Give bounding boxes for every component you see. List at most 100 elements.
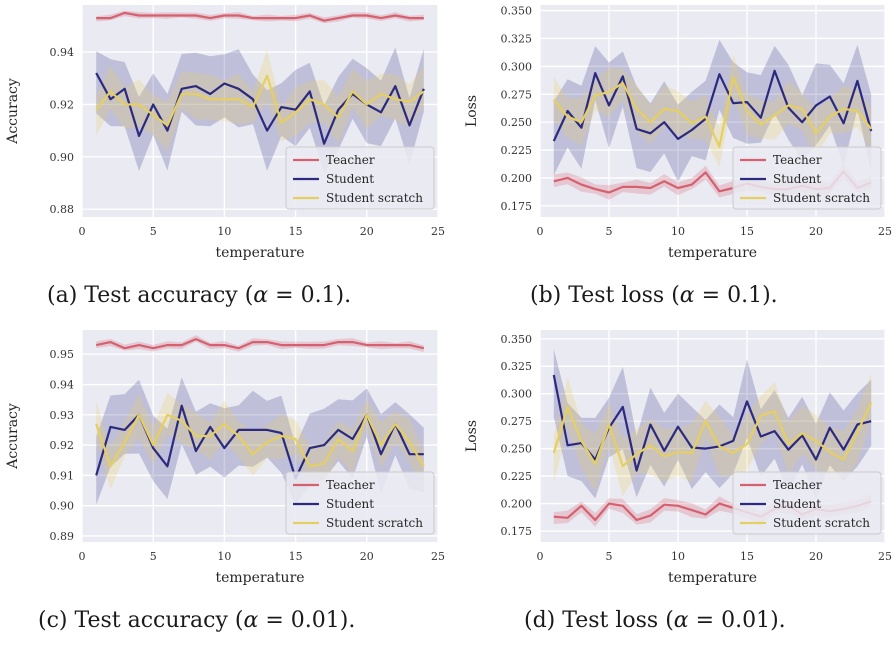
x-tick-label: 5 xyxy=(150,550,157,563)
line-teacher xyxy=(96,11,424,22)
caption-alpha-symbol: α xyxy=(243,608,265,633)
x-tick-label: 15 xyxy=(289,225,303,238)
legend-label: Teacher xyxy=(773,153,822,167)
line-student-scratch xyxy=(552,76,873,148)
band-teacher xyxy=(96,10,424,24)
line-student-scratch xyxy=(552,402,873,468)
caption-alpha-symbol: α xyxy=(253,283,275,308)
caption-prefix: (c) Test accuracy ( xyxy=(38,608,243,633)
x-tick-label: 10 xyxy=(671,225,685,238)
caption-suffix: = 0.01). xyxy=(265,608,355,633)
x-tick-label: 15 xyxy=(740,225,754,238)
y-tick-label: 0.94 xyxy=(50,46,75,59)
chart-caption: (b) Test loss (α = 0.1). xyxy=(530,283,778,308)
y-tick-label: 0.92 xyxy=(50,98,75,111)
x-tick-label: 0 xyxy=(79,550,86,563)
y-tick-label: 0.175 xyxy=(501,200,533,213)
x-axis-label: temperature xyxy=(215,245,304,261)
band-student-scratch xyxy=(553,54,872,168)
y-axis-label: Accuracy xyxy=(5,78,21,145)
x-tick-label: 0 xyxy=(537,225,544,238)
chart-caption: (c) Test accuracy (α = 0.01). xyxy=(38,608,355,633)
x-tick-label: 0 xyxy=(79,225,86,238)
legend xyxy=(732,471,882,535)
x-tick-label: 15 xyxy=(740,550,754,563)
y-tick-label: 0.225 xyxy=(501,470,533,483)
y-axis-label: Loss xyxy=(464,95,480,127)
line-student-scratch xyxy=(95,413,425,468)
y-tick-label: 0.325 xyxy=(501,32,533,45)
y-axis-label: Accuracy xyxy=(5,403,21,470)
x-tick-label: 20 xyxy=(809,225,823,238)
y-tick-label: 0.325 xyxy=(501,360,533,373)
y-tick-label: 0.275 xyxy=(501,415,533,428)
y-tick-label: 0.200 xyxy=(501,172,533,185)
y-tick-label: 0.300 xyxy=(501,388,533,401)
legend-label: Student scratch xyxy=(773,516,870,530)
chart-panel-2: 0 5 10 15 20 25 0.175 0.200 0.225 0.250 0.275 0.300… xyxy=(464,5,892,308)
line-student xyxy=(552,69,873,142)
caption-suffix: = 0.01). xyxy=(696,608,786,633)
x-tick-label: 25 xyxy=(431,225,445,238)
y-tick-label: 0.89 xyxy=(50,530,75,543)
y-tick-label: 0.91 xyxy=(50,469,75,482)
y-tick-label: 0.88 xyxy=(50,203,75,216)
band-teacher xyxy=(96,335,424,352)
caption-alpha-symbol: α xyxy=(674,608,696,633)
x-axis-label: temperature xyxy=(668,570,757,586)
x-tick-label: 20 xyxy=(360,225,374,238)
x-axis-label: temperature xyxy=(668,245,757,261)
x-tick-label: 5 xyxy=(150,225,157,238)
y-tick-label: 0.93 xyxy=(50,409,75,422)
line-student-scratch xyxy=(95,74,425,127)
y-tick-label: 0.275 xyxy=(501,88,533,101)
caption-prefix: (a) Test accuracy ( xyxy=(47,283,253,308)
band-student-scratch xyxy=(96,49,424,151)
legend-label: Teacher xyxy=(326,153,375,167)
x-tick-label: 5 xyxy=(606,225,613,238)
y-axis-label: Loss xyxy=(464,420,480,452)
legend-label: Student xyxy=(773,497,821,511)
legend-label: Student xyxy=(326,172,374,186)
x-tick-label: 15 xyxy=(289,550,303,563)
band-student xyxy=(553,39,872,182)
y-tick-label: 0.200 xyxy=(501,498,533,511)
chart-caption: (d) Test loss (α = 0.01). xyxy=(524,608,786,633)
y-tick-label: 0.225 xyxy=(501,144,533,157)
y-tick-label: 0.250 xyxy=(501,116,533,129)
y-tick-label: 0.300 xyxy=(501,60,533,73)
caption-alpha-symbol: α xyxy=(680,283,702,308)
caption-prefix: (d) Test loss ( xyxy=(524,608,674,633)
y-tick-label: 0.94 xyxy=(50,379,75,392)
chart-panel-1: 0 5 10 15 20 25 0.88 0.90 0.92 0.94 temperature Acc… xyxy=(5,5,445,308)
y-tick-label: 0.175 xyxy=(501,525,533,538)
legend-label: Student scratch xyxy=(773,191,870,205)
legend-label: Teacher xyxy=(773,478,822,492)
x-tick-label: 20 xyxy=(809,550,823,563)
y-tick-label: 0.90 xyxy=(50,151,75,164)
x-tick-label: 0 xyxy=(537,550,544,563)
line-teacher xyxy=(95,338,425,350)
legend xyxy=(285,471,435,535)
y-tick-label: 0.92 xyxy=(50,439,75,452)
legend-label: Student xyxy=(773,172,821,186)
plot-series xyxy=(95,335,425,505)
band-student xyxy=(553,349,872,499)
caption-suffix: = 0.1). xyxy=(275,283,351,308)
x-tick-label: 20 xyxy=(360,550,374,563)
legend-label: Teacher xyxy=(326,478,375,492)
x-tick-label: 10 xyxy=(217,550,231,563)
chart-caption: (a) Test accuracy (α = 0.1). xyxy=(47,283,351,308)
x-tick-label: 5 xyxy=(606,550,613,563)
x-tick-label: 10 xyxy=(671,550,685,563)
legend-label: Student scratch xyxy=(326,516,423,530)
x-tick-label: 25 xyxy=(431,550,445,563)
line-student xyxy=(95,72,425,145)
x-tick-label: 10 xyxy=(217,225,231,238)
y-tick-label: 0.350 xyxy=(501,5,533,18)
y-tick-label: 0.250 xyxy=(501,443,533,456)
y-tick-label: 0.90 xyxy=(50,500,75,513)
chart-panel-4: 0 5 10 15 20 25 0.175 0.200 0.225 0.250 0.275 0.300… xyxy=(464,330,892,633)
chart-panel-3: 0 5 10 15 20 25 0.89 0.90 0.91 0.92 0.93 0.94 0.95 te… xyxy=(5,330,445,633)
